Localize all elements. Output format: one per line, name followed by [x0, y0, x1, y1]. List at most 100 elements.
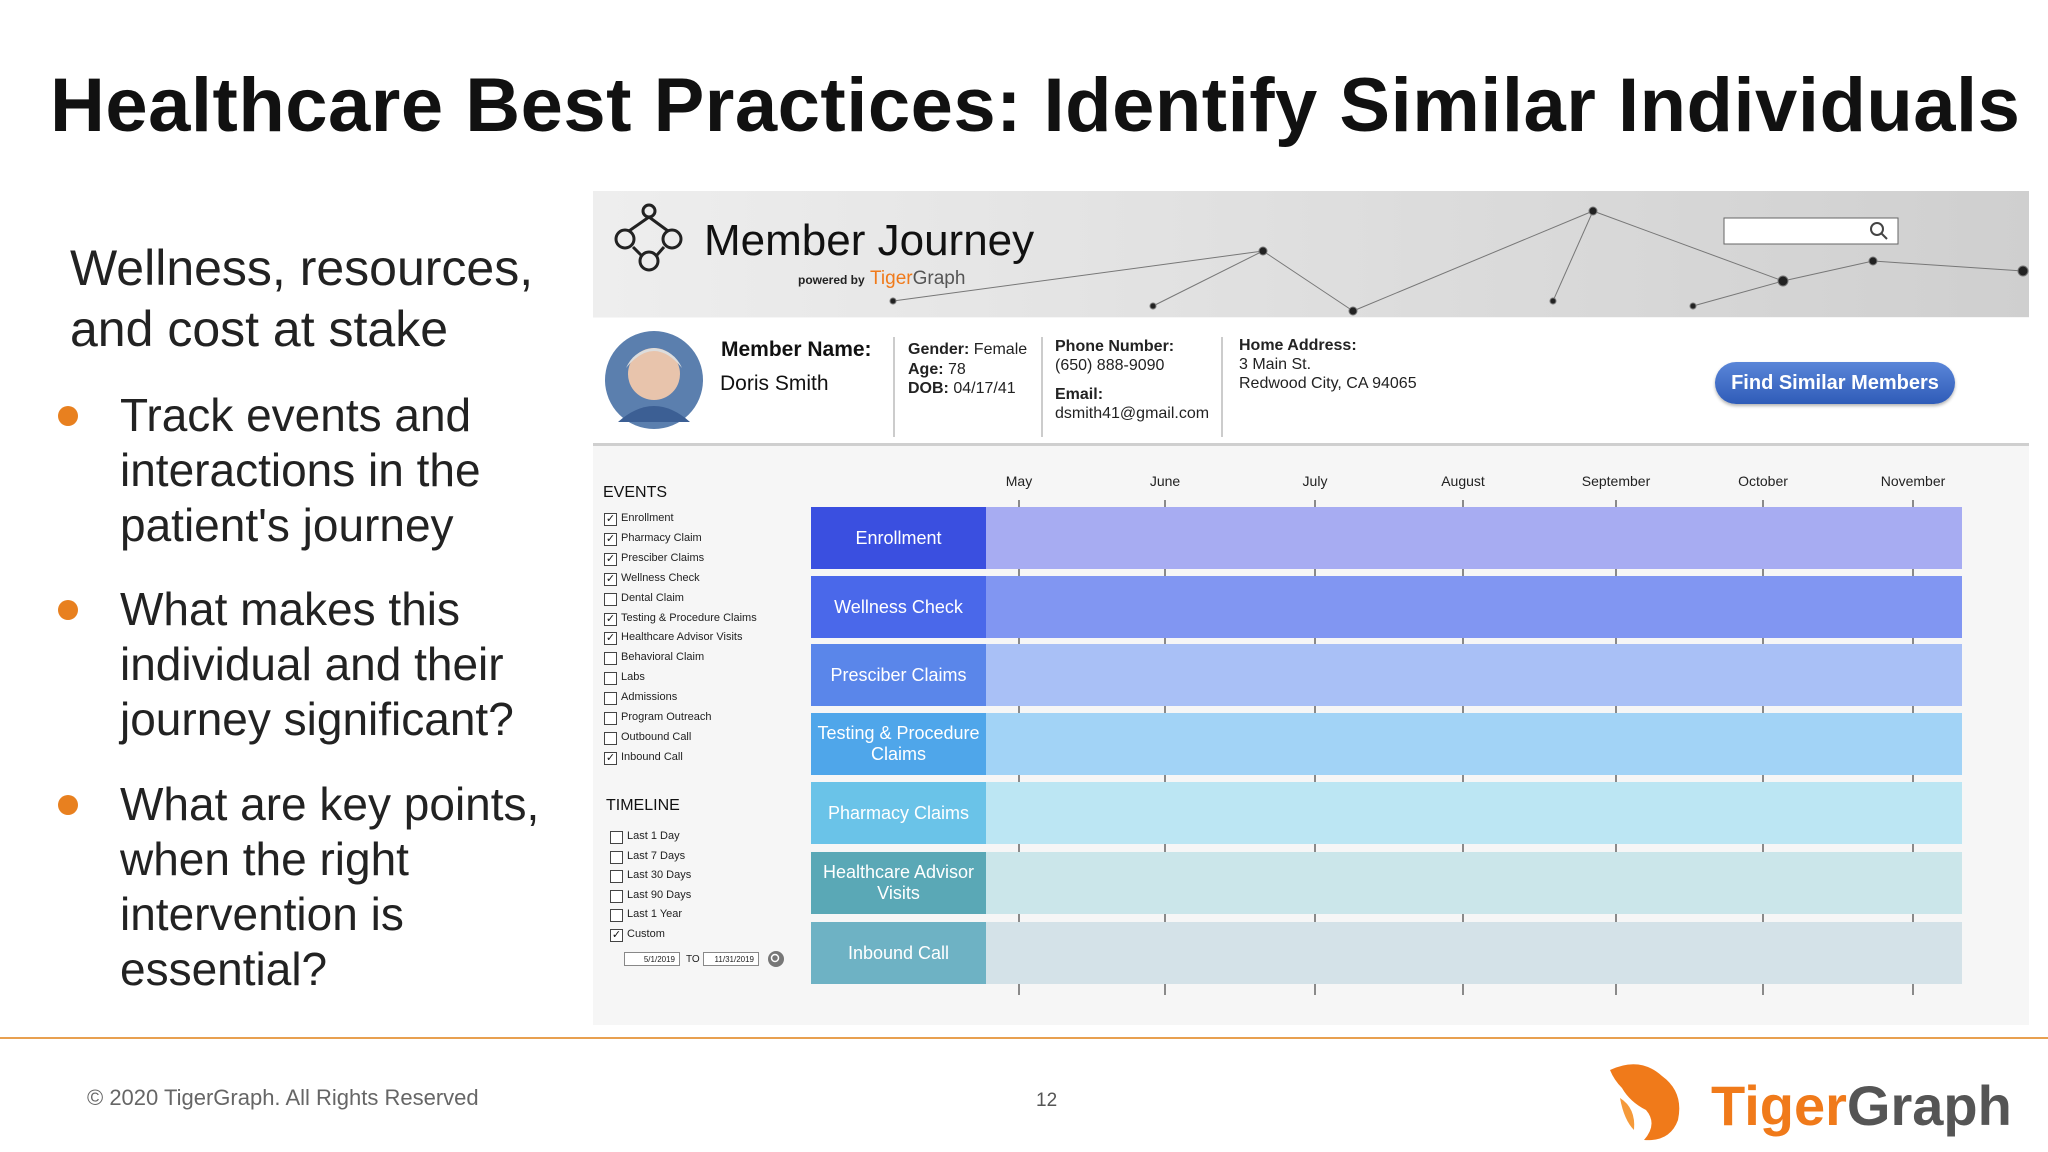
checkbox[interactable] [604, 592, 617, 606]
logo-mark [1610, 1064, 1680, 1141]
checkbox-label: Inbound Call [621, 750, 683, 763]
row-label: Wellness Check [811, 576, 986, 638]
row-label: Presciber Claims [811, 644, 986, 706]
field-label: Home Address: [1239, 337, 1357, 354]
separator [893, 337, 895, 437]
checkbox[interactable]: ✓ [604, 532, 617, 546]
bullet-text: What are key points, when the right inte… [120, 778, 540, 995]
row-band [986, 644, 1962, 706]
field-value: Redwood City, CA 94065 [1239, 375, 1417, 392]
row-band [986, 507, 1962, 569]
app-title: Member Journey [704, 216, 1035, 265]
field-label: DOB: [908, 380, 949, 397]
bullet-text: Track events and interactions in the pat… [120, 389, 481, 551]
checkbox-label: Custom [627, 927, 665, 940]
checkbox[interactable]: ✓ [604, 513, 617, 526]
checkbox-label: Outbound Call [621, 730, 692, 743]
page-number: 12 [1036, 1090, 1058, 1111]
name-label: Member Name: [721, 338, 872, 361]
checkbox-label: Enrollment [621, 512, 674, 524]
field-value: Female [973, 341, 1028, 358]
dob: DOB: 04/17/41 [908, 380, 1016, 398]
field-value: 78 [948, 361, 966, 378]
bullet-text: What makes this individual and their jou… [120, 583, 514, 745]
checkbox-label: Healthcare Advisor Visits [621, 631, 743, 644]
slide-title: Healthcare Best Practices: Identify Simi… [50, 63, 2021, 148]
logo-part: Tiger [1711, 1074, 1847, 1137]
field-label: Gender: [908, 341, 970, 358]
checkbox[interactable] [610, 870, 623, 883]
checkbox-label: Pharmacy Claim [621, 531, 702, 544]
find-similar-button[interactable]: Find Similar Members [1715, 362, 1955, 404]
member-photo [605, 331, 703, 429]
row-band [986, 922, 1962, 984]
row-label: Enrollment [811, 507, 986, 569]
checkbox-label: Last 1 Day [627, 830, 680, 842]
bullet-dot [58, 795, 78, 815]
timeline-title: TIMELINE [606, 797, 680, 814]
logo-part: Graph [1846, 1074, 2012, 1137]
checkbox[interactable] [604, 692, 617, 706]
field-label: Age: [908, 361, 944, 378]
brand-part: Graph [912, 268, 966, 289]
date-to[interactable]: 11/31/2019 [703, 952, 759, 966]
checkbox[interactable]: ✓ [604, 612, 617, 626]
date-from[interactable]: 5/1/2019 [624, 952, 680, 966]
row-band [986, 852, 1962, 914]
checkbox[interactable] [610, 909, 623, 922]
footer-rule [0, 1037, 2048, 1039]
row-band [986, 782, 1962, 844]
row-label: Healthcare Advisor Visits [811, 852, 986, 914]
checkbox[interactable] [610, 831, 623, 844]
checkbox[interactable] [610, 889, 623, 903]
checkbox[interactable] [604, 731, 617, 745]
separator [1041, 337, 1043, 437]
month-label: May [1005, 473, 1033, 489]
checkbox[interactable] [604, 652, 617, 666]
field-value: 04/17/41 [953, 380, 1016, 397]
checkbox-label: Labs [621, 671, 645, 684]
checkbox[interactable] [610, 850, 623, 864]
month-label: August [1441, 473, 1485, 489]
events-title: EVENTS [603, 484, 668, 501]
checkbox[interactable]: ✓ [604, 552, 617, 566]
date-search[interactable] [766, 950, 786, 968]
checkbox[interactable]: ✓ [604, 632, 617, 646]
age: Age: 78 [908, 361, 966, 379]
checkbox-label: Behavioral Claim [621, 651, 705, 664]
field-label: Phone Number: [1055, 338, 1175, 355]
field-value: dsmith41@gmail.com [1055, 405, 1210, 422]
bullet-dot [58, 406, 78, 426]
footer-logo: TigerGraph [1711, 1073, 2012, 1138]
member-name: Doris Smith [720, 372, 829, 395]
date-to-label: TO [686, 954, 700, 965]
checkbox-label: Dental Claim [621, 591, 684, 604]
field-value: (650) 888-9090 [1055, 357, 1165, 374]
checkbox[interactable]: ✓ [610, 928, 623, 942]
month-label: June [1149, 473, 1181, 489]
powered-brand: TigerGraph [870, 268, 965, 290]
month-label: November [1880, 473, 1946, 489]
row-label: Testing & Procedure Claims [811, 713, 986, 775]
checkbox[interactable] [604, 712, 617, 725]
row-label: Pharmacy Claims [811, 782, 986, 844]
gender: Gender: Female [908, 341, 1027, 359]
bullet-dot [58, 600, 78, 620]
separator [1221, 337, 1223, 437]
row-band [986, 576, 1962, 638]
checkbox[interactable] [604, 672, 617, 686]
month-label: October [1738, 473, 1788, 489]
checkbox-label: Wellness Check [621, 571, 700, 584]
checkbox-label: Last 1 Year [627, 908, 683, 920]
checkbox[interactable]: ✓ [604, 572, 617, 586]
month-label: September [1581, 473, 1651, 489]
field-label: Email: [1055, 386, 1104, 403]
month-label: July [1302, 473, 1328, 489]
row-label: Inbound Call [811, 922, 986, 984]
field-value: 3 Main St. [1239, 356, 1312, 373]
checkbox-label: Admissions [621, 691, 678, 704]
checkbox-label: Testing & Procedure Claims [621, 611, 757, 624]
divider [593, 443, 2029, 446]
checkbox-label: Program Outreach [621, 711, 712, 723]
checkbox[interactable]: ✓ [604, 751, 617, 765]
